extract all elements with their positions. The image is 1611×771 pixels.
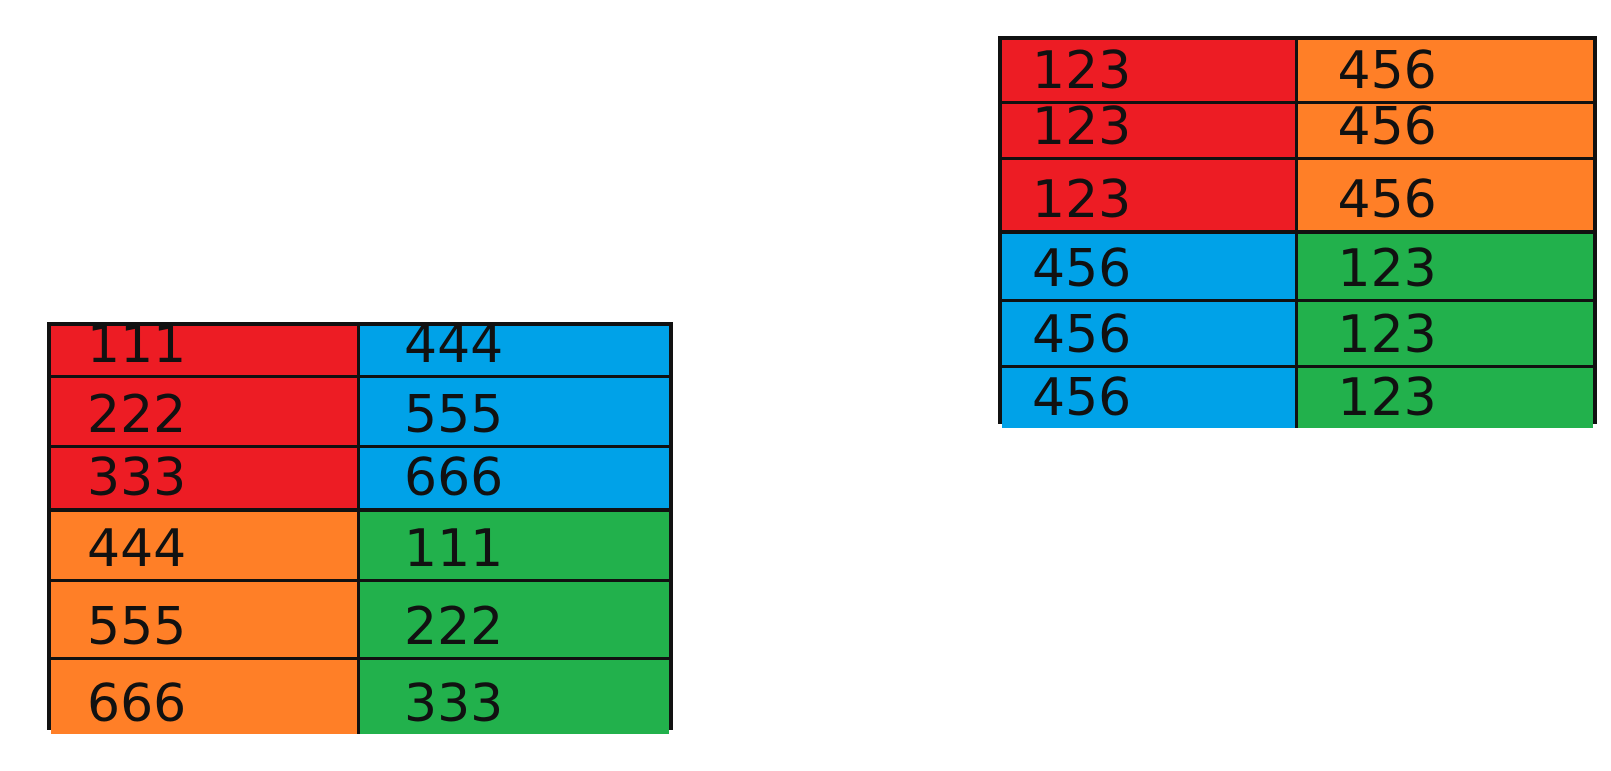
grid-left-cell: 555 bbox=[51, 582, 360, 660]
grid-right-cell: 123 bbox=[1002, 160, 1298, 234]
grid-right-cell: 123 bbox=[1297, 234, 1593, 302]
grid-right-cell: 456 bbox=[1002, 368, 1298, 428]
grid-right-cell: 456 bbox=[1297, 160, 1593, 234]
grid-left-cell: 111 bbox=[51, 326, 360, 378]
grid-left-cell: 222 bbox=[51, 378, 360, 448]
grid-right-cell: 123 bbox=[1297, 368, 1593, 428]
grid-left-cell: 666 bbox=[51, 660, 360, 734]
grid-right-cell: 123 bbox=[1002, 104, 1298, 160]
grid-right-cell: 456 bbox=[1297, 104, 1593, 160]
grid-left-cell: 333 bbox=[360, 660, 669, 734]
grid-left-cell: 444 bbox=[360, 326, 669, 378]
grid-left-cell: 222 bbox=[360, 582, 669, 660]
grid-left-cell: 666 bbox=[360, 448, 669, 512]
grid-right-cell: 456 bbox=[1297, 40, 1593, 104]
grid-right-cell: 123 bbox=[1297, 302, 1593, 368]
grid-left-cell: 555 bbox=[360, 378, 669, 448]
grid-right-cell: 123 bbox=[1002, 40, 1298, 104]
grid-left-cell: 333 bbox=[51, 448, 360, 512]
grid-right-cell: 456 bbox=[1002, 234, 1298, 302]
grid-left-cell: 444 bbox=[51, 512, 360, 582]
right-color-grid: 123 456 123 456 123 456 456 123 456 123 456 123 bbox=[998, 36, 1597, 428]
left-color-grid: 111 444 222 555 333 666 444 111 555 222 666 333 bbox=[47, 322, 673, 734]
grid-left-cell: 111 bbox=[360, 512, 669, 582]
grid-right-cell: 456 bbox=[1002, 302, 1298, 368]
